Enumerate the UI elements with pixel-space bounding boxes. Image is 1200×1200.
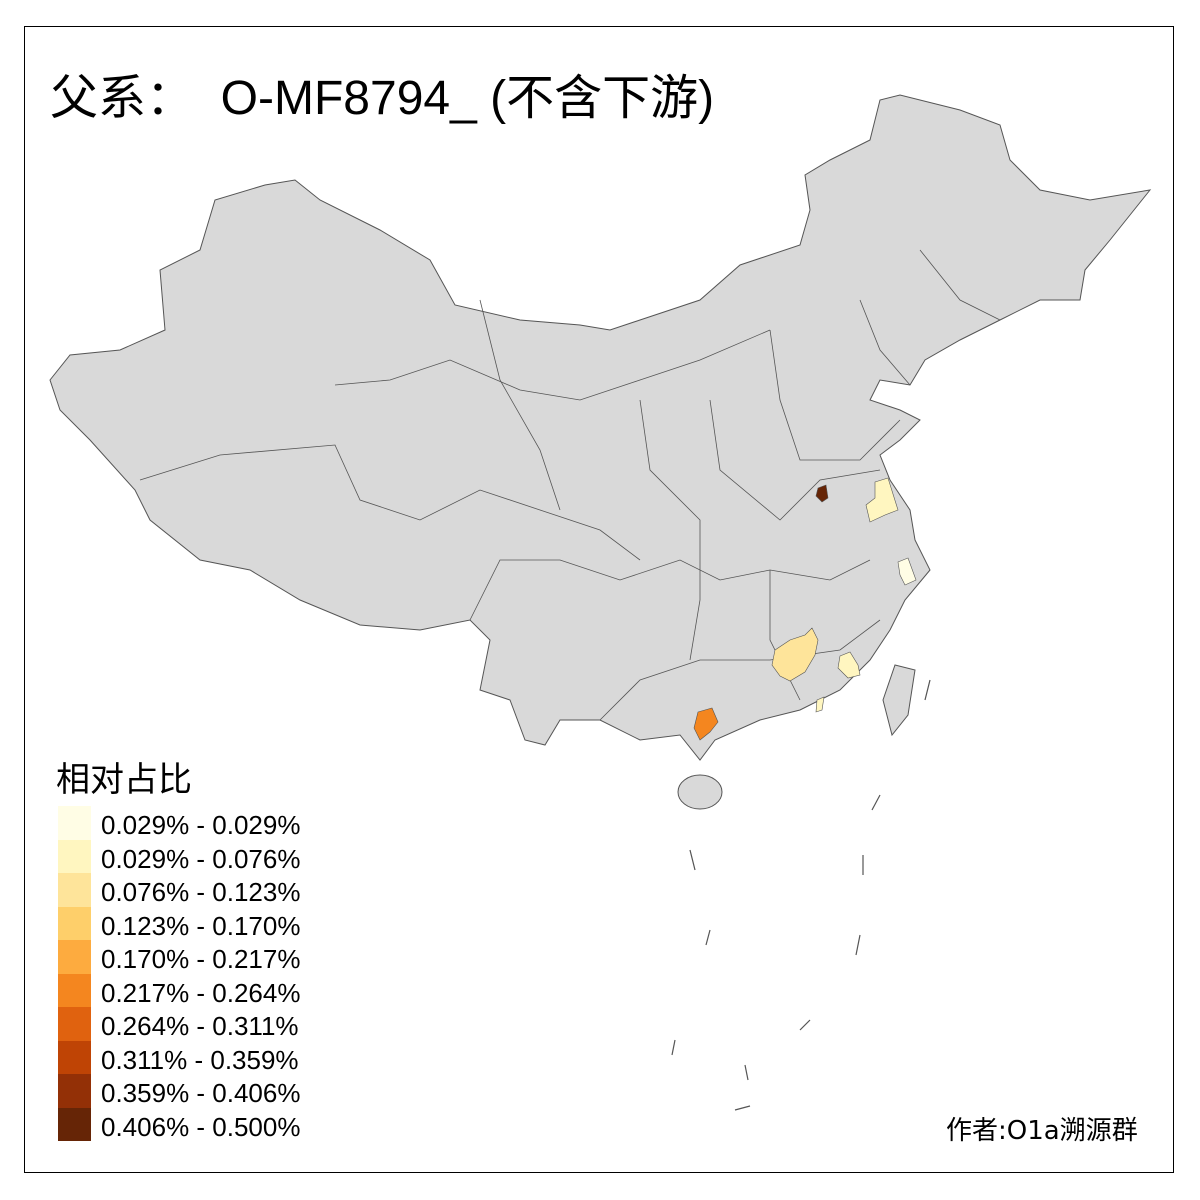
legend-swatch — [58, 1040, 91, 1074]
legend-swatch — [58, 839, 91, 873]
taiwan — [882, 664, 916, 737]
region-class-0-zhejiang — [897, 557, 917, 586]
region-class-1-fujian — [837, 651, 861, 679]
map-title: 父系： O-MF8794_ (不含下游) — [50, 72, 715, 125]
legend-swatch — [58, 906, 91, 940]
legend-label: 0.217% - 0.264% — [101, 977, 301, 1008]
legend-label: 0.076% - 0.123% — [101, 877, 301, 907]
hainan — [677, 774, 723, 810]
legend-swatch — [58, 973, 91, 1007]
legend-swatch — [58, 1074, 91, 1108]
region-class-1-guangdong — [815, 696, 825, 713]
south-china-sea-islands — [671, 679, 931, 1111]
legend-swatch — [58, 1107, 91, 1141]
author-credit: 作者:O1a溯源群 — [946, 1116, 1138, 1146]
legend-label: 0.406% - 0.500% — [101, 1111, 301, 1142]
region-class-9 — [815, 484, 829, 503]
mainland-china — [49, 94, 1152, 761]
legend-swatch — [58, 1007, 91, 1041]
legend-label: 0.264% - 0.311% — [101, 1011, 299, 1041]
legend-label: 0.029% - 0.076% — [101, 843, 301, 874]
region-class-2-jiangxi — [771, 627, 819, 682]
legend-label: 0.029% - 0.029% — [101, 810, 301, 840]
legend-label: 0.359% - 0.406% — [101, 1078, 301, 1108]
region-class-5-guangxi — [693, 707, 719, 741]
region-class-1-jiangsu — [865, 477, 899, 523]
legend-title: 相对占比 — [56, 760, 192, 800]
legend-swatch — [58, 806, 91, 840]
plot-frame — [24, 26, 1174, 1173]
legend-swatch — [58, 940, 91, 974]
legend-label: 0.123% - 0.170% — [101, 910, 301, 941]
legend-label: 0.311% - 0.359% — [101, 1044, 299, 1075]
legend-swatch — [58, 873, 91, 907]
legend-label: 0.170% - 0.217% — [101, 944, 301, 974]
